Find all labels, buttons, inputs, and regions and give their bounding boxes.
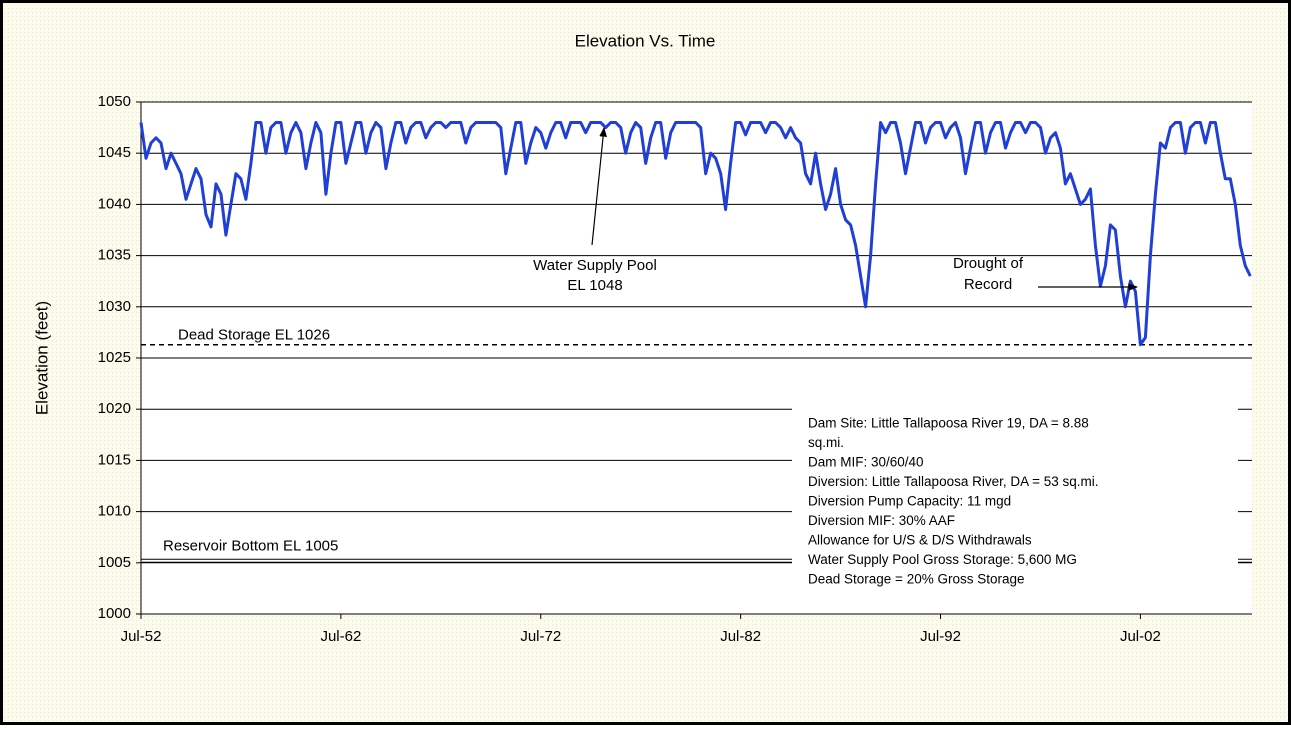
info-text: Water Supply Pool Gross Storage: 5,600 M…: [808, 552, 1077, 567]
chart-title: Elevation Vs. Time: [575, 31, 716, 50]
info-box: [792, 404, 1238, 602]
annotation: EL 1048: [567, 277, 622, 294]
y-tick-label: 1010: [98, 503, 131, 520]
y-tick-label: 1000: [98, 605, 131, 622]
y-tick-label: 1020: [98, 400, 131, 417]
x-tick-label: Jul-92: [920, 628, 961, 645]
y-tick-label: 1040: [98, 195, 131, 212]
info-text: Diversion Pump Capacity: 11 mgd: [808, 494, 1011, 509]
y-tick-label: 1050: [98, 93, 131, 110]
info-text: Allowance for U/S & D/S Withdrawals: [808, 533, 1032, 548]
info-text: Dam Site: Little Tallapoosa River 19, DA…: [808, 416, 1089, 431]
y-tick-label: 1025: [98, 349, 131, 366]
y-tick-label: 1030: [98, 298, 131, 315]
y-tick-label: 1045: [98, 144, 131, 161]
reference-label: Dead Storage EL 1026: [178, 327, 330, 344]
y-tick-label: 1015: [98, 451, 131, 468]
x-tick-label: Jul-72: [520, 628, 561, 645]
series-line: [139, 121, 1252, 347]
annotation: Drought of: [953, 255, 1024, 272]
info-text: sq.mi.: [808, 435, 844, 450]
x-tick-label: Jul-52: [121, 628, 162, 645]
x-tick-label: Jul-62: [320, 628, 361, 645]
reference-label: Reservoir Bottom EL 1005: [163, 538, 338, 555]
y-tick-label: 1035: [98, 247, 131, 264]
x-tick-label: Jul-02: [1120, 628, 1161, 645]
info-text: Diversion: Little Tallapoosa River, DA =…: [808, 474, 1099, 489]
y-tick-label: 1005: [98, 554, 131, 571]
annotation: Water Supply Pool: [533, 257, 657, 274]
info-text: Dead Storage = 20% Gross Storage: [808, 572, 1025, 587]
annotation: Record: [964, 276, 1012, 293]
y-axis-label: Elevation (feet): [32, 301, 51, 415]
x-tick-label: Jul-82: [720, 628, 761, 645]
annotation-arrow: [591, 127, 607, 246]
info-text: Diversion MIF: 30% AAF: [808, 513, 955, 528]
info-text: Dam MIF: 30/60/40: [808, 455, 924, 470]
